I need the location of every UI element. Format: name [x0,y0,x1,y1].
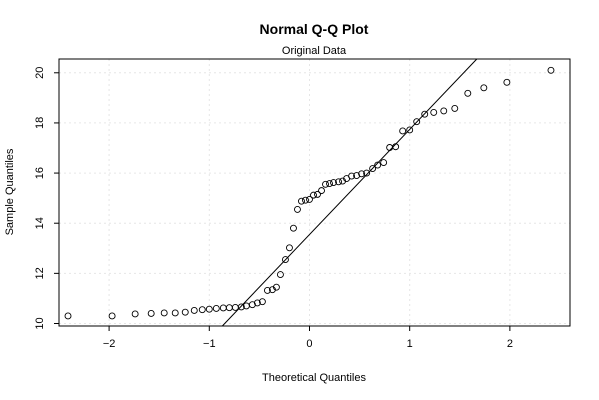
x-tick-label: −1 [203,338,216,350]
y-tick-label: 14 [34,217,46,229]
data-point [374,161,382,169]
x-tick-label: 2 [507,338,513,350]
data-point [451,104,459,112]
data-point [392,143,400,151]
data-point [276,271,284,279]
y-tick-label: 18 [34,117,46,129]
data-point [147,310,155,317]
data-point [181,308,189,316]
data-point [258,298,266,306]
data-point [358,170,366,178]
chart-title: Normal Q-Q Plot [260,21,369,37]
data-point [547,66,555,74]
data-point [253,299,261,307]
data-point [335,178,342,186]
data-point [430,108,438,116]
y-axis-label: Sample Quantiles [4,148,16,235]
data-point [406,126,414,134]
data-point [198,306,206,314]
data-point [440,107,448,115]
data-point [369,165,377,173]
x-tick-label: 0 [306,338,312,350]
data-point [190,307,198,314]
data-point [464,89,472,97]
y-tick-label: 10 [34,317,46,329]
y-tick-label: 12 [34,267,46,279]
data-point [330,179,337,187]
data-point [64,312,72,320]
data-point [171,309,179,317]
data-point [314,190,321,198]
reference-line [221,58,478,327]
data-points [64,66,555,320]
data-point [248,301,256,309]
data-point [306,195,313,203]
data-point [281,256,289,264]
x-tick-label: 1 [407,338,413,350]
data-point [131,310,139,318]
data-point [302,196,309,204]
reference-line-group [221,58,478,327]
data-point [348,172,356,180]
y-tick-label: 20 [34,67,46,79]
data-point [294,205,301,213]
data-point [421,110,429,118]
x-tick-label: −2 [103,338,116,350]
data-point [263,286,271,294]
data-point [363,169,371,177]
data-point [353,172,361,180]
data-point [205,305,213,313]
chart-subtitle: Original Data [282,45,347,57]
data-point [326,180,333,188]
data-point [160,309,168,317]
data-point [322,180,329,188]
data-point [108,312,116,320]
data-point [480,84,488,92]
grid [59,59,570,326]
x-axis-label: Theoretical Quantiles [262,372,366,384]
data-point [503,78,511,86]
data-point [413,118,421,126]
data-point [237,303,245,311]
data-point [380,159,388,166]
data-point [212,305,220,312]
data-point [310,191,317,199]
data-point [286,244,293,252]
data-point [399,127,407,135]
data-point [290,224,297,232]
data-point [272,283,280,291]
data-point [298,197,305,205]
y-tick-label: 16 [34,167,46,179]
plot-frame [58,58,571,327]
data-point [318,187,325,195]
